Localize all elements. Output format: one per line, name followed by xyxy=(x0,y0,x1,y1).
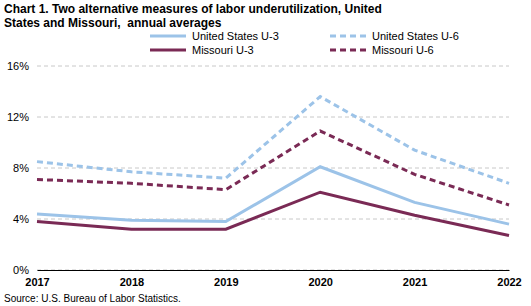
y-tick-label: 12% xyxy=(7,111,29,123)
x-tick: 2020 xyxy=(308,270,332,288)
y-tick-label: 4% xyxy=(13,213,29,225)
chart: Chart 1. Two alternative measures of lab… xyxy=(0,0,531,306)
legend-label: Missouri U-3 xyxy=(192,44,254,56)
lines xyxy=(37,97,509,236)
grid-line xyxy=(37,66,509,67)
series-line xyxy=(37,97,509,184)
source: Source: U.S. Bureau of Labor Statistics. xyxy=(4,293,181,304)
y-tick: 0% xyxy=(13,264,37,276)
x-tick: 2022 xyxy=(497,270,521,288)
y-tick: 12% xyxy=(7,111,37,123)
legend-label: United States U-3 xyxy=(192,30,279,42)
x-tick: 2017 xyxy=(25,270,49,288)
grid xyxy=(37,66,509,270)
y-tick: 16% xyxy=(7,60,37,72)
x-tick: 2019 xyxy=(214,270,238,288)
legend-swatch xyxy=(150,35,186,38)
y-tick-label: 0% xyxy=(13,264,29,276)
x-tick-label: 2018 xyxy=(120,276,144,288)
y-axis-line xyxy=(37,67,38,271)
series-line xyxy=(37,167,509,224)
x-tick-label: 2017 xyxy=(25,276,49,288)
series-line xyxy=(37,192,509,235)
title: Chart 1. Two alternative measures of lab… xyxy=(4,2,382,30)
legend: United States U-3 United States U-6 Missou… xyxy=(150,30,459,56)
grid-line xyxy=(37,117,509,118)
y-tick: 4% xyxy=(13,213,37,225)
x-tick-label: 2022 xyxy=(497,276,521,288)
legend-label: Missouri U-6 xyxy=(372,44,434,56)
x-tick-label: 2021 xyxy=(403,276,427,288)
legend-swatch xyxy=(150,49,186,52)
y-tick-label: 16% xyxy=(7,60,29,72)
x-tick: 2021 xyxy=(403,270,427,288)
plot: 0% 4% 8% 12% 16% 2017 2018 2019 2020 2021 2022 xyxy=(7,60,522,288)
y-tick: 8% xyxy=(13,162,37,174)
x-tick: 2018 xyxy=(120,270,144,288)
y-tick-label: 8% xyxy=(13,162,29,174)
legend-swatch xyxy=(330,35,366,38)
x-axis: 2017 2018 2019 2020 2021 2022 xyxy=(25,270,521,288)
legend-label: United States U-6 xyxy=(372,30,459,42)
series-line xyxy=(37,131,509,205)
x-axis-line xyxy=(38,270,510,271)
legend-swatch xyxy=(330,49,366,52)
grid-line xyxy=(37,270,509,271)
x-tick-label: 2020 xyxy=(308,276,332,288)
y-axis: 0% 4% 8% 12% 16% xyxy=(7,60,38,276)
x-tick-label: 2019 xyxy=(214,276,238,288)
